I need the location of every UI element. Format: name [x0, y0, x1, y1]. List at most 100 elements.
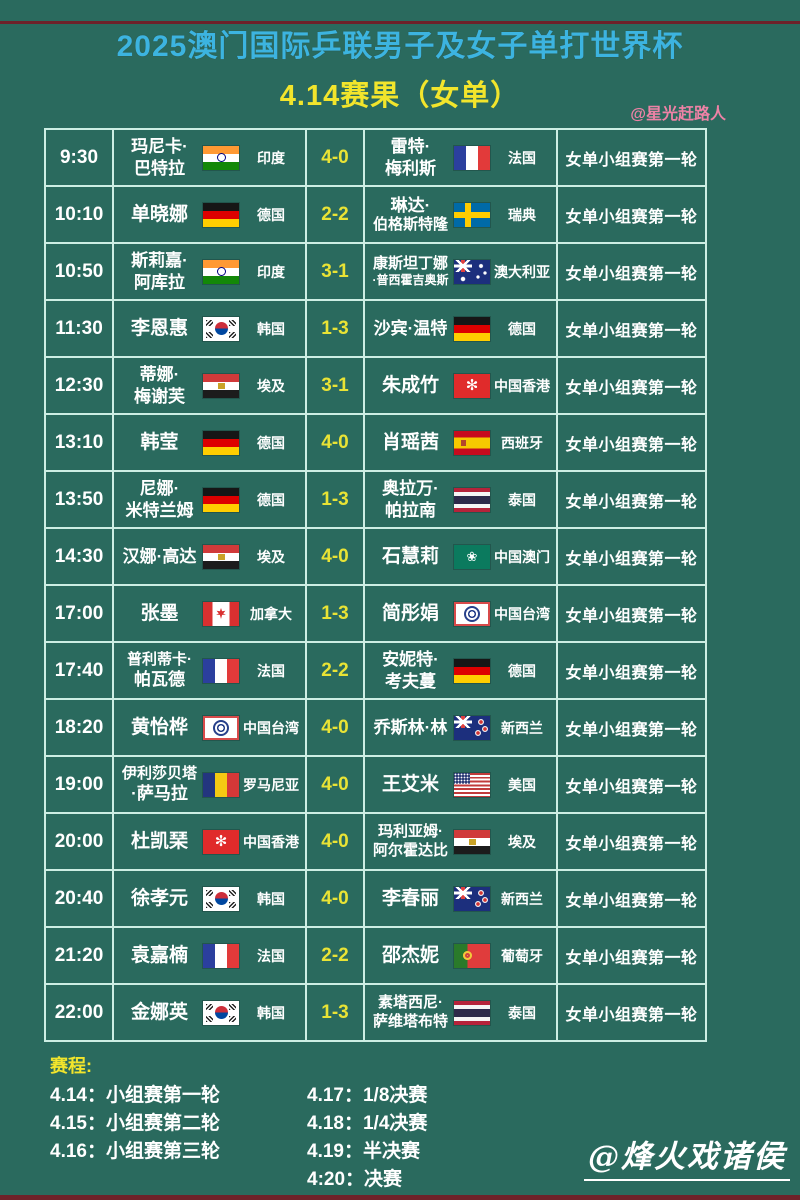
schedule-item: 4.18：1/4决赛 — [307, 1113, 428, 1134]
score-cell: 2-2 — [305, 641, 365, 700]
name-line: 尼娜· — [139, 479, 180, 499]
player1-name: 单晓娜 — [119, 203, 200, 227]
player1-cell: 尼娜· 米特兰姆 德国 — [112, 470, 307, 529]
name-line: 梅谢芙 — [134, 386, 185, 406]
country-label: 法国 — [508, 149, 536, 166]
round-cell: 女单小组赛第一轮 — [556, 356, 707, 415]
time-cell: 11:30 — [44, 299, 114, 358]
name-line: 素塔西尼· — [378, 993, 443, 1011]
macau-flag-icon — [454, 544, 490, 569]
player2-name: 肖瑶茜 — [370, 431, 451, 455]
country-label: 韩国 — [257, 320, 285, 337]
name-line: ·普西霍吉奥斯 — [372, 273, 449, 288]
player1-name: 伊利莎贝塔 ·萨马拉 — [119, 765, 200, 805]
player2-wrap: 石慧莉 中国澳门 — [365, 544, 556, 569]
score-cell: 1-3 — [305, 584, 365, 643]
player2-cell: 沙宾·温特 德国 — [363, 299, 558, 358]
country-label: 德国 — [257, 434, 285, 451]
schedule-heading: 赛程: — [50, 1056, 92, 1076]
name-line: 简彤娟 — [381, 602, 439, 624]
name-line: 蒂娜· — [139, 365, 180, 385]
name-line: 石慧莉 — [381, 545, 439, 567]
match-row: 18:20 黄怡桦 中国台湾 4-0 乔斯林·林 新西兰 女单小组赛第一轮 — [44, 698, 707, 757]
time-cell: 13:50 — [44, 470, 114, 529]
name-line: 乔斯林·林 — [373, 717, 448, 737]
player2-name: 李春丽 — [370, 887, 451, 911]
player1-wrap: 伊利莎贝塔 ·萨马拉 罗马尼亚 — [114, 765, 305, 805]
country-label: 中国台湾 — [494, 605, 550, 622]
country-label: 德国 — [508, 662, 536, 679]
player1-cell: 斯莉嘉· 阿库拉 印度 — [112, 242, 307, 301]
player1-name: 斯莉嘉· 阿库拉 — [119, 250, 200, 293]
south-korea-flag-icon — [203, 316, 239, 341]
player1-cell: 徐孝元 韩国 — [112, 869, 307, 928]
player2-name: 琳达· 伯格斯特隆 — [370, 195, 451, 235]
name-line: 米特兰姆 — [125, 500, 194, 520]
player1-wrap: 单晓娜 德国 — [114, 202, 305, 227]
player1-name: 张墨 — [119, 602, 200, 626]
player2-name: 简彤娟 — [370, 602, 451, 626]
player1-cell: 黄怡桦 中国台湾 — [112, 698, 307, 757]
page-subtitle: 4.14赛果（女单） — [279, 80, 521, 112]
country-label: 中国香港 — [243, 833, 299, 850]
player2-name: 乔斯林·林 — [370, 717, 451, 738]
round-cell: 女单小组赛第一轮 — [556, 242, 707, 301]
player1-wrap: 金娜英 韩国 — [114, 1000, 305, 1025]
schedule-left-column: 4.14：小组赛第一轮 4.15：小组赛第二轮 4.16：小组赛第三轮 — [50, 1082, 220, 1166]
player2-wrap: 康斯坦丁娜 ·普西霍吉奥斯 澳大利亚 — [365, 255, 556, 289]
player2-wrap: 简彤娟 中国台湾 — [365, 601, 556, 626]
player1-wrap: 韩莹 德国 — [114, 430, 305, 455]
name-line: 李恩惠 — [130, 317, 188, 339]
time-cell: 17:40 — [44, 641, 114, 700]
country-label: 德国 — [508, 320, 536, 337]
schedule-section: 赛程: 4.14：小组赛第一轮 4.15：小组赛第二轮 4.16：小组赛第三轮 4.… — [50, 1052, 750, 1190]
romania-flag-icon — [203, 772, 239, 797]
name-line: 琳达· — [390, 195, 431, 215]
country-label: 埃及 — [257, 548, 285, 565]
name-line: 康斯坦丁娜 — [372, 254, 448, 272]
germany-flag-icon — [454, 658, 490, 683]
spain-flag-icon — [454, 430, 490, 455]
france-flag-icon — [454, 145, 490, 170]
name-line: 韩莹 — [140, 431, 179, 453]
player2-cell: 石慧莉 中国澳门 — [363, 527, 558, 586]
india-flag-icon — [203, 145, 239, 170]
time-cell: 10:10 — [44, 185, 114, 244]
player2-wrap: 奥拉万· 帕拉南 泰国 — [365, 478, 556, 521]
france-flag-icon — [203, 943, 239, 968]
egypt-flag-icon — [454, 829, 490, 854]
player1-wrap: 袁嘉楠 法国 — [114, 943, 305, 968]
name-line: 徐孝元 — [130, 887, 188, 909]
country-label: 印度 — [257, 149, 285, 166]
player2-name: 素塔西尼· 萨维塔布特 — [370, 994, 451, 1032]
player2-cell: 王艾米 美国 — [363, 755, 558, 814]
score-cell: 2-2 — [305, 926, 365, 985]
france-flag-icon — [203, 658, 239, 683]
country-label: 法国 — [257, 947, 285, 964]
round-cell: 女单小组赛第一轮 — [556, 926, 707, 985]
player1-cell: 韩莹 德国 — [112, 413, 307, 472]
player1-name: 杜凯琹 — [119, 830, 200, 854]
player1-wrap: 杜凯琹 中国香港 — [114, 829, 305, 854]
player2-wrap: 素塔西尼· 萨维塔布特 泰国 — [365, 994, 556, 1032]
player2-cell: 玛利亚姆· 阿尔霍达比 埃及 — [363, 812, 558, 871]
country-label: 德国 — [257, 206, 285, 223]
chinese-taipei-flag-icon — [454, 601, 490, 626]
new-zealand-flag-icon — [454, 715, 490, 740]
player2-wrap: 安妮特· 考夫蔓 德国 — [365, 649, 556, 692]
match-row: 22:00 金娜英 韩国 1-3 素塔西尼· 萨维塔布特 泰国 女单小组赛第一轮 — [44, 983, 707, 1042]
time-cell: 10:50 — [44, 242, 114, 301]
match-row: 20:40 徐孝元 韩国 4-0 李春丽 新西兰 女单小组赛第一轮 — [44, 869, 707, 928]
name-line: 萨维塔布特 — [372, 1012, 448, 1030]
player1-name: 黄怡桦 — [119, 716, 200, 740]
player1-cell: 金娜英 韩国 — [112, 983, 307, 1042]
score-cell: 4-0 — [305, 755, 365, 814]
time-cell: 20:00 — [44, 812, 114, 871]
match-row: 9:30 玛尼卡· 巴特拉 印度 4-0 雷特· 梅利斯 法国 女单小组赛第一轮 — [44, 128, 707, 187]
match-row: 13:10 韩莹 德国 4-0 肖瑶茜 西班牙 女单小组赛第一轮 — [44, 413, 707, 472]
round-cell: 女单小组赛第一轮 — [556, 527, 707, 586]
player2-cell: 邵杰妮 葡萄牙 — [363, 926, 558, 985]
name-line: 张墨 — [140, 602, 179, 624]
country-label: 中国香港 — [494, 377, 550, 394]
